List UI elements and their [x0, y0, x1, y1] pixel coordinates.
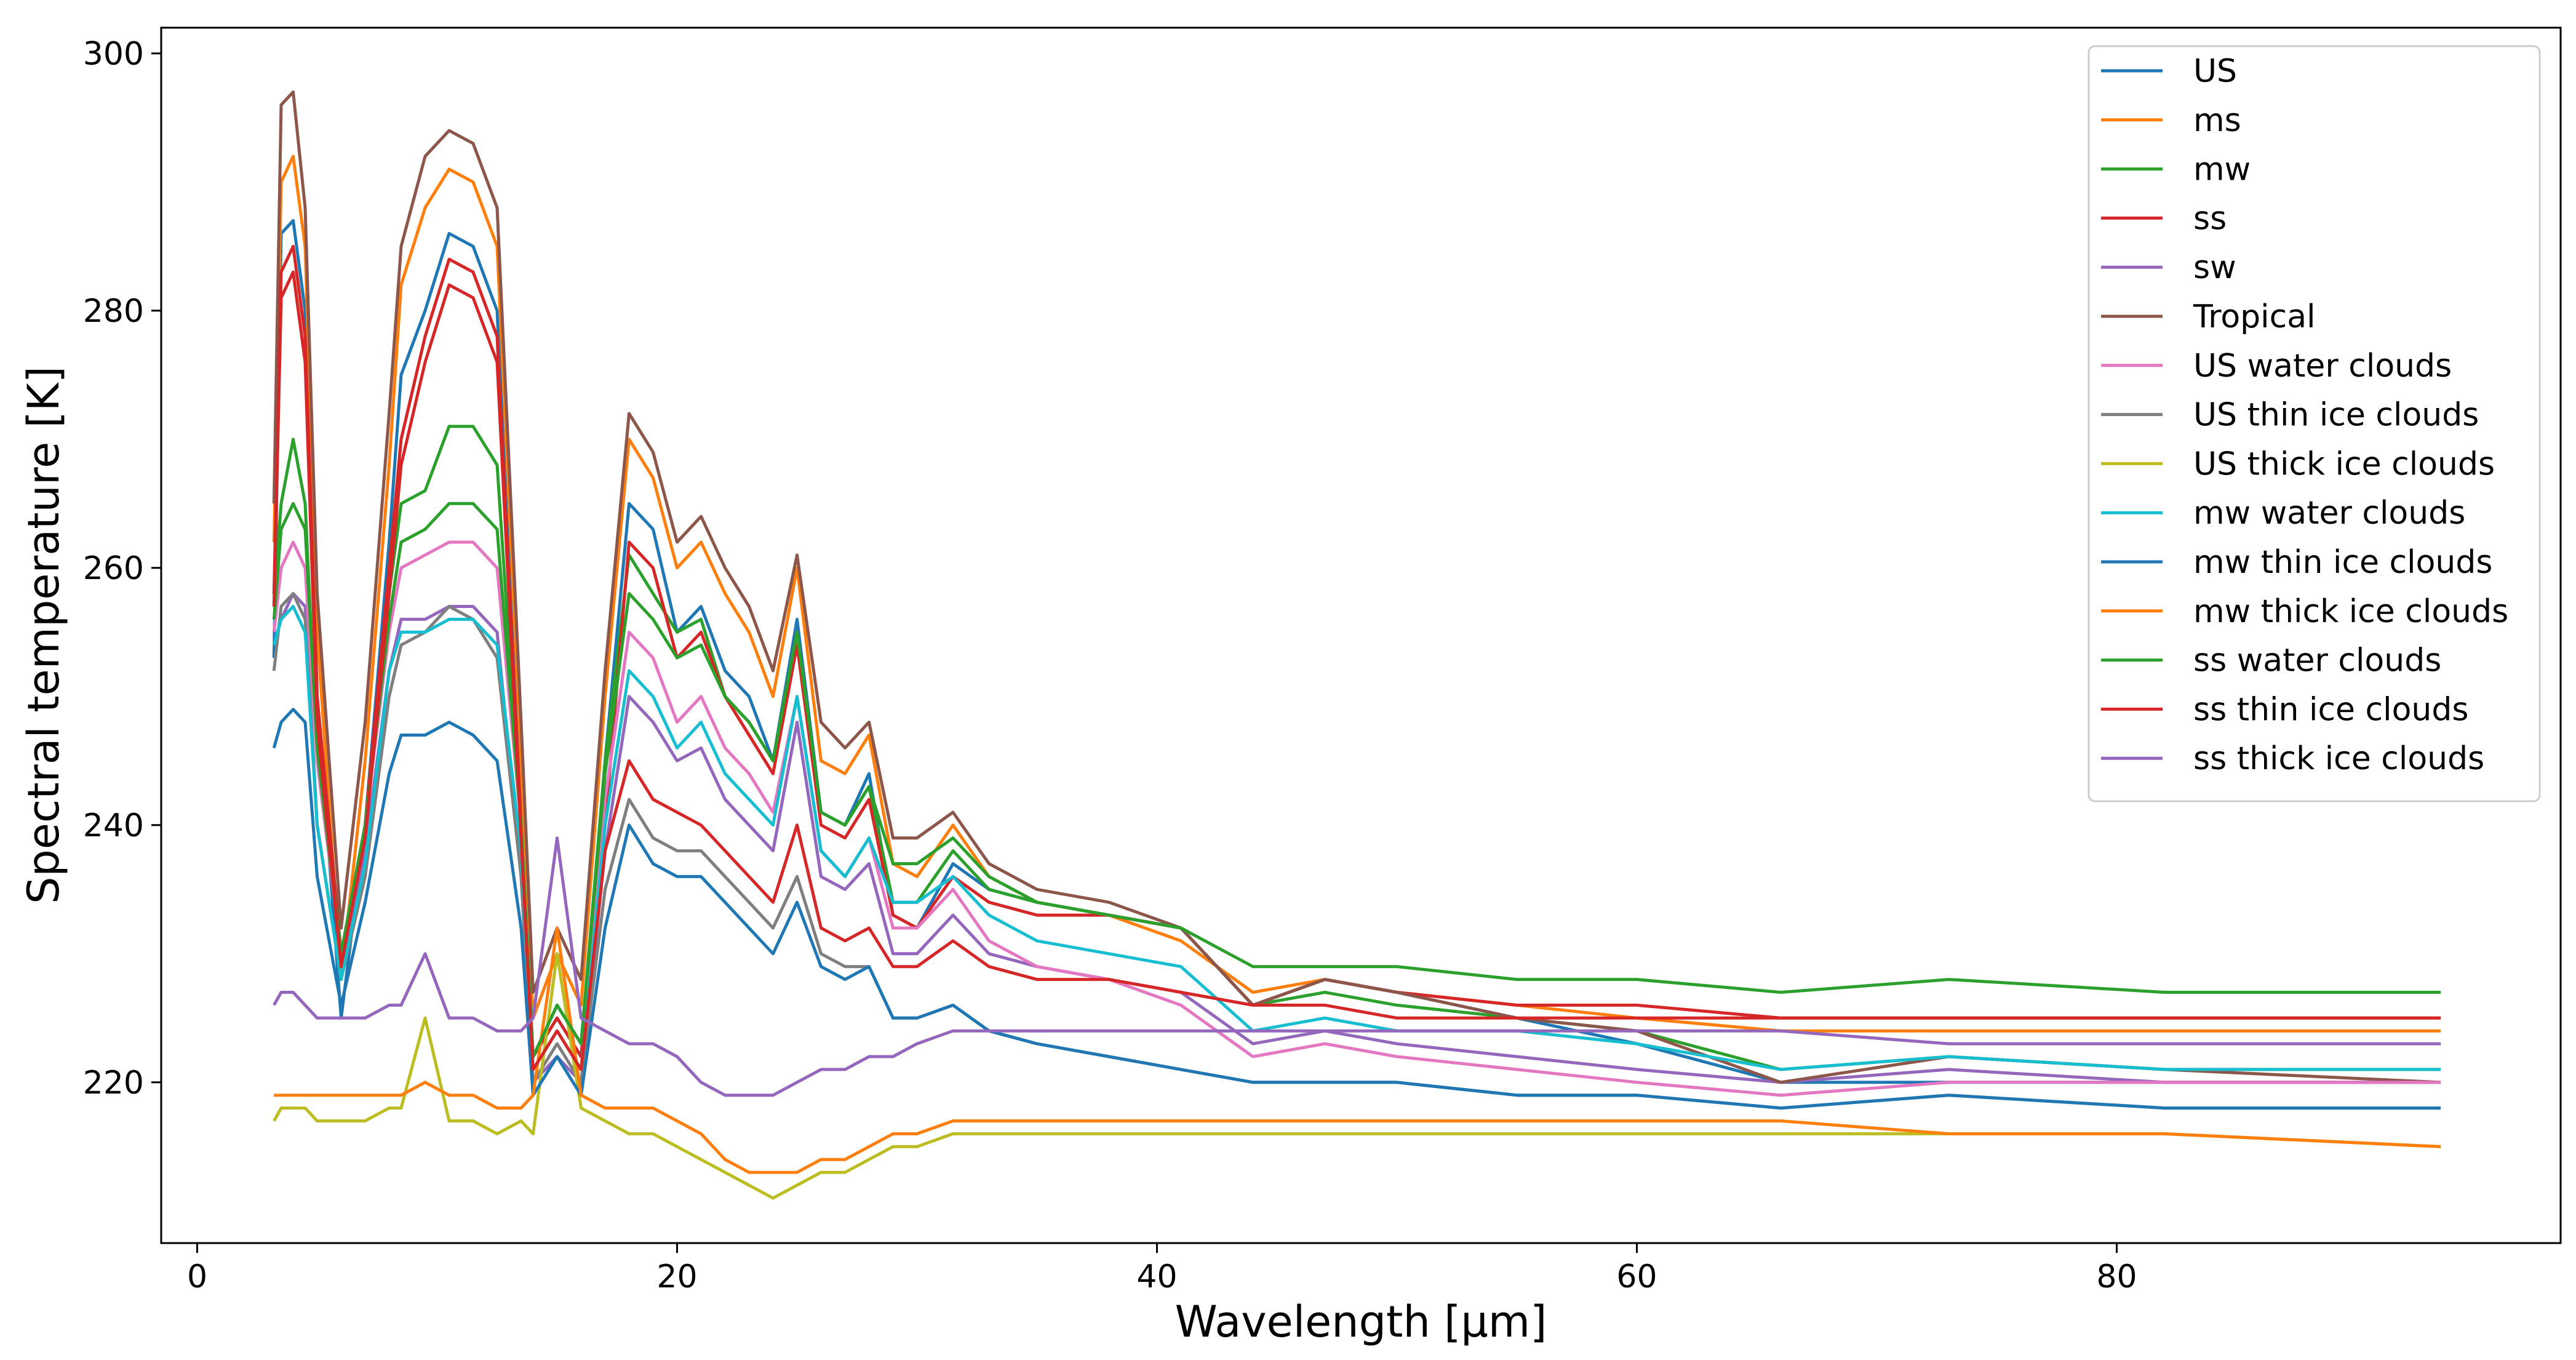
legend-box [2088, 45, 2541, 802]
legend-label: mw thick ice clouds [2193, 593, 2508, 630]
series-line-13 [272, 502, 2441, 1058]
legend-label: sw [2193, 249, 2236, 286]
legend-label: ss thick ice clouds [2193, 740, 2484, 777]
legend-label: US thin ice clouds [2193, 397, 2479, 434]
x-tick-label: 60 [1616, 1258, 1657, 1295]
series-line-9 [273, 952, 2441, 1200]
series-line-11 [272, 708, 2441, 1110]
legend-label: ms [2193, 102, 2241, 139]
x-tick-label: 40 [1136, 1258, 1177, 1295]
x-tick-label: 80 [2096, 1258, 2137, 1295]
legend-label: mw water clouds [2193, 495, 2465, 532]
series-line-10 [272, 605, 2441, 1071]
y-axis-title: Spectral temperature [K] [18, 366, 69, 904]
legend-label: US thick ice clouds [2193, 446, 2495, 482]
plot-area-frame [160, 26, 2562, 1244]
series-line-2 [272, 154, 2441, 1033]
y-tick-label: 240 [83, 807, 144, 844]
legend-label: ss water clouds [2193, 642, 2441, 679]
y-tick-label: 220 [83, 1065, 144, 1102]
legend-label: mw thin ice clouds [2193, 544, 2492, 581]
legend-label: US water clouds [2193, 348, 2452, 385]
y-tick-label: 260 [83, 550, 144, 587]
legend-label: ss [2193, 200, 2227, 237]
y-tick-label: 280 [83, 293, 144, 330]
x-tick-label: 0 [187, 1258, 207, 1295]
series-line-14 [272, 270, 2441, 1071]
legend-label: Tropical [2193, 298, 2316, 335]
series-line-7 [272, 540, 2441, 1097]
series-line-12 [274, 926, 2441, 1174]
legend-label: US [2193, 53, 2237, 90]
x-axis-title: Wavelength [µm] [1175, 1297, 1547, 1347]
y-tick-label: 300 [83, 36, 144, 73]
series-layer [272, 90, 2441, 1200]
x-axis: 0 20 40 60 80 [187, 1243, 2137, 1295]
series-line-6 [272, 90, 2441, 1084]
legend-label: mw [2193, 151, 2251, 188]
x-tick-label: 20 [656, 1258, 697, 1295]
y-axis: 220 240 260 280 300 [83, 36, 161, 1102]
legend-label: ss thin ice clouds [2193, 691, 2468, 728]
legend: US ms mw ss sw Tropical US water clouds US thin… [2088, 45, 2541, 802]
series-line-15 [273, 836, 2441, 1097]
